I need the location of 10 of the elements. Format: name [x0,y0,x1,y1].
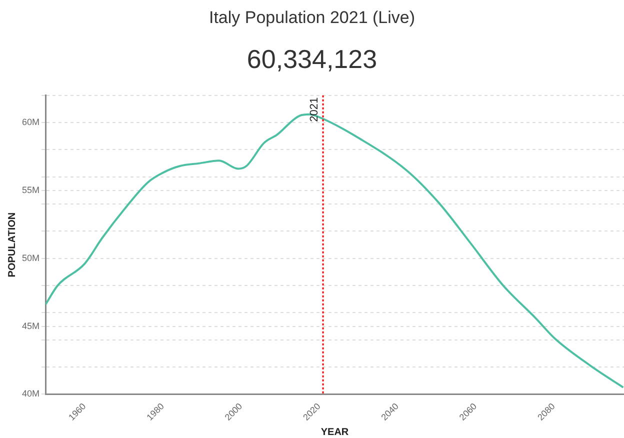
chart-subtitle: 60,334,123 [246,44,378,75]
chart-title: Italy Population 2021 (Live) [208,8,416,28]
y-tick-label: 45M [22,320,40,331]
y-tick-label: 40M [22,388,40,399]
ref-line-label: 2021 [308,97,321,122]
y-tick-label: 60M [22,117,40,128]
x-axis-title: YEAR [320,426,350,438]
y-tick-label: 50M [22,252,40,263]
y-axis-title: POPULATION [6,212,18,278]
y-tick-label: 55M [22,184,40,195]
